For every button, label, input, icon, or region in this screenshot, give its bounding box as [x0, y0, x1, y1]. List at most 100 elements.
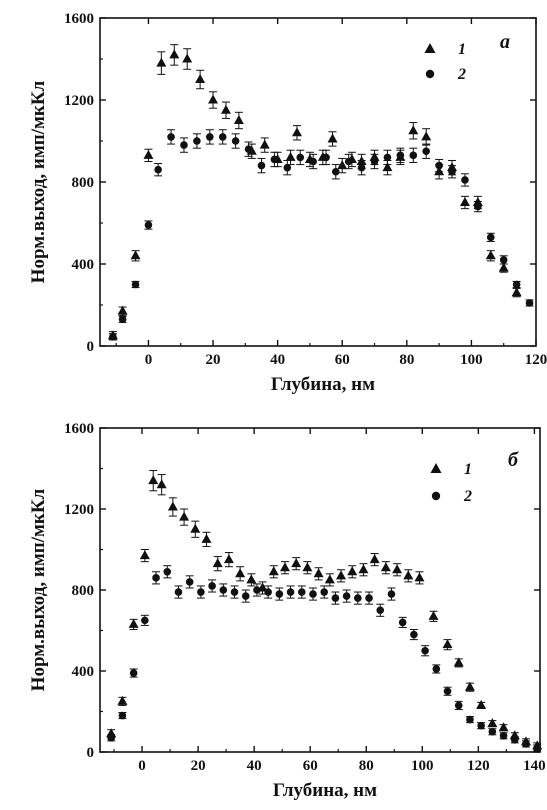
circle-point: [208, 582, 216, 590]
legend-label: 2: [463, 488, 472, 505]
circle-point: [109, 332, 117, 341]
triangle-point: [392, 564, 403, 574]
y-tick-label: 1200: [64, 93, 94, 109]
circle-point: [510, 736, 519, 744]
circle-point: [163, 567, 172, 576]
triangle-point: [143, 149, 154, 159]
circle-point: [219, 586, 228, 594]
circle-point: [432, 665, 441, 673]
x-tick-label: 40: [247, 758, 262, 774]
circle-point: [309, 590, 317, 598]
triangle-point: [327, 133, 338, 143]
triangle-point: [459, 197, 470, 206]
circle-point: [365, 594, 373, 602]
triangle-point: [130, 250, 141, 260]
plot-frame: [99, 427, 541, 753]
y-tick-label: 800: [72, 175, 95, 191]
circle-point: [257, 161, 266, 170]
triangle-point: [139, 550, 150, 560]
circle-point: [448, 167, 456, 176]
circle-point: [129, 669, 138, 677]
circle-point: [331, 167, 340, 176]
panel-b: 0 20 40 60 80 100 120 140 0 400 800 1200 1600 Глубина…: [28, 421, 546, 801]
circle-point: [286, 588, 295, 596]
y-axis-title: Норм.выход, имп/мкКл: [28, 80, 49, 283]
circle-point: [488, 727, 497, 736]
triangle-point: [156, 479, 167, 489]
circle-point: [461, 176, 469, 184]
triangle-point: [167, 501, 178, 511]
circle-point: [322, 153, 330, 162]
circle-point: [131, 280, 140, 289]
circle-point: [206, 133, 214, 141]
x-tick-label: 80: [359, 758, 374, 774]
triangle-point: [358, 564, 369, 574]
circle-point: [409, 151, 418, 160]
circle-point: [512, 280, 521, 289]
circle-point: [342, 592, 351, 600]
circle-point: [499, 256, 508, 264]
circle-point: [533, 744, 541, 752]
triangle-point: [302, 562, 313, 572]
x-tick-label: 80: [399, 352, 414, 368]
circle-point: [522, 740, 530, 748]
x-tick-label: 60: [303, 758, 318, 774]
triangle-point: [182, 53, 193, 63]
circle-point: [383, 153, 392, 162]
circle-point: [387, 590, 396, 598]
circle-point: [144, 221, 153, 229]
triangle-point: [208, 94, 219, 104]
triangle-point: [223, 554, 234, 564]
circle-point: [354, 594, 362, 602]
circle-point: [296, 153, 305, 162]
triangle-point: [347, 566, 358, 576]
circle-point: [525, 299, 534, 307]
triangle-point: [212, 558, 223, 568]
circle-point: [421, 646, 429, 655]
circle-point: [193, 137, 201, 145]
triangle-point: [117, 695, 128, 705]
circle-point: [230, 588, 239, 596]
triangle-point: [476, 699, 487, 709]
triangle-point: [156, 57, 167, 67]
legend-triangle-marker: [424, 43, 436, 53]
circle-point: [283, 163, 292, 172]
triangle-point: [169, 49, 180, 59]
triangle-point: [380, 562, 391, 572]
x-tick-label: 60: [335, 352, 350, 368]
x-tick-label: 100: [411, 758, 434, 774]
triangle-point: [464, 681, 475, 691]
x-tick-label: 140: [523, 758, 546, 774]
triangle-point: [259, 139, 270, 149]
circle-point: [185, 578, 194, 586]
circle-point: [197, 588, 205, 596]
x-tick-label: 120: [467, 758, 490, 774]
triangle-point: [148, 475, 159, 485]
circle-point: [331, 594, 340, 602]
x-tick-label: 120: [525, 352, 547, 368]
triangle-point: [324, 574, 335, 584]
circle-point: [167, 133, 175, 141]
circle-point: [270, 155, 279, 164]
panel-letter: б: [508, 449, 519, 471]
triangle-point: [220, 104, 231, 114]
circle-point: [154, 165, 162, 174]
series-2: [108, 129, 534, 341]
triangle-point: [336, 570, 347, 580]
x-tick-label: 0: [145, 352, 153, 368]
triangle-point: [195, 74, 206, 83]
circle-point: [370, 157, 379, 166]
legend-label: 1: [464, 461, 472, 478]
triangle-point: [414, 572, 425, 582]
triangle-point: [408, 125, 419, 135]
x-axis-title: Глубина, нм: [271, 374, 375, 395]
x-tick-label: 0: [138, 758, 146, 774]
legend-label: 1: [458, 41, 466, 58]
triangle-point: [369, 554, 380, 564]
triangle-point: [403, 570, 414, 580]
triangle-point: [337, 160, 348, 170]
series-2: [107, 565, 542, 752]
circle-point: [241, 592, 250, 600]
circle-point: [320, 588, 329, 596]
